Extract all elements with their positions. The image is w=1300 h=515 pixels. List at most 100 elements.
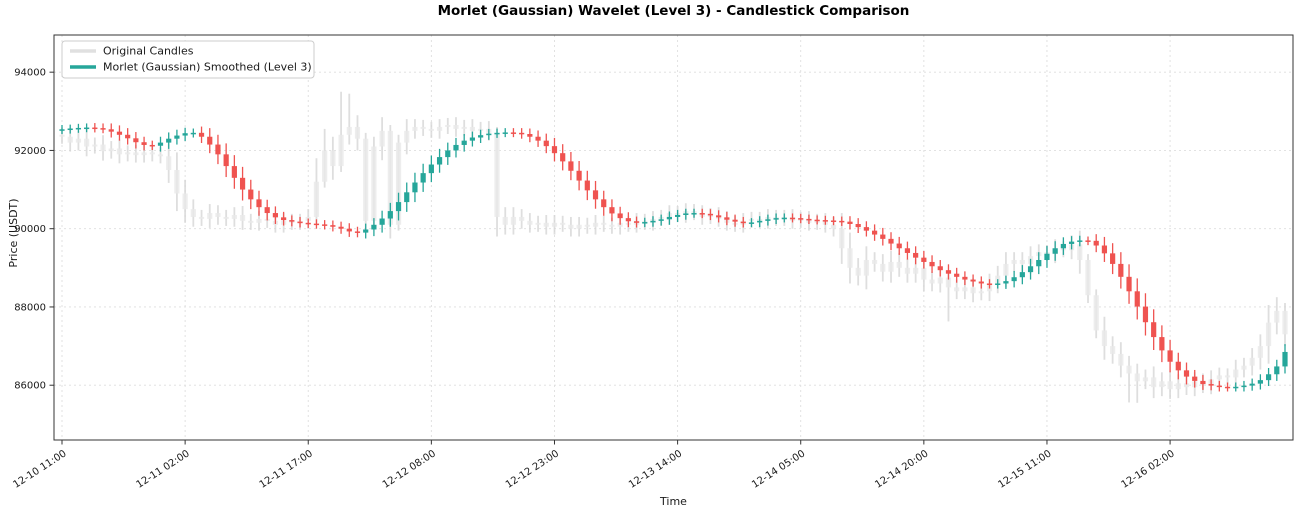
x-tick-label: 12-14 20:00: [873, 448, 930, 490]
candle: [921, 251, 927, 269]
candle: [986, 279, 993, 289]
candle: [871, 224, 878, 241]
candle: [707, 209, 714, 221]
candle: [822, 215, 828, 225]
candle: [133, 132, 139, 149]
candle: [166, 143, 172, 183]
candle-body: [1257, 380, 1263, 384]
candle: [1167, 339, 1173, 373]
candle-body: [1183, 370, 1190, 377]
candle-body: [461, 126, 467, 129]
candle-body: [116, 131, 123, 135]
candle-body: [765, 219, 771, 221]
candle: [371, 136, 377, 229]
candle-body: [510, 132, 517, 134]
candle-body: [1216, 375, 1222, 380]
y-tick-label: 90000: [14, 224, 46, 235]
candle-body: [494, 132, 500, 135]
candle-body: [338, 134, 344, 167]
candle: [1085, 236, 1091, 246]
candle: [904, 241, 911, 260]
candle: [1134, 278, 1140, 320]
smoothed-candles-series: [59, 123, 1288, 392]
candle: [1044, 245, 1050, 268]
candle-body: [1085, 240, 1091, 242]
candle-body: [519, 216, 525, 221]
candle: [789, 213, 796, 223]
candle: [601, 215, 607, 232]
candle-body: [1151, 322, 1157, 338]
candle: [633, 216, 640, 228]
candle-body: [871, 230, 878, 235]
candle-body: [1068, 241, 1075, 244]
candle-body: [1265, 374, 1272, 381]
candle: [289, 215, 295, 227]
candle-body: [297, 221, 303, 224]
candle-body: [166, 156, 172, 170]
candle-body: [1085, 260, 1091, 296]
candle: [888, 251, 894, 283]
candle-body: [1118, 263, 1124, 277]
candle-body: [141, 142, 147, 145]
candle: [371, 218, 377, 237]
candle-body: [412, 126, 418, 131]
candle: [625, 212, 631, 228]
candle: [798, 213, 804, 224]
candle-body: [428, 164, 434, 174]
candle-body: [1175, 361, 1181, 371]
candle: [125, 128, 131, 145]
candle-body: [59, 129, 65, 131]
candle: [100, 135, 106, 161]
candle-body: [84, 127, 90, 130]
x-axis-label: Time: [660, 495, 687, 508]
candle-body: [453, 144, 459, 151]
candle-body: [1060, 243, 1066, 249]
candle-body: [863, 227, 869, 231]
candle: [1142, 293, 1149, 336]
candle: [773, 213, 779, 224]
candle-body: [92, 127, 98, 130]
candle: [453, 137, 459, 158]
candle: [461, 134, 467, 152]
candle: [1126, 355, 1132, 403]
candle: [584, 217, 590, 234]
candle: [338, 91, 344, 172]
candle-body: [149, 144, 155, 147]
candle-body: [609, 207, 615, 214]
candle: [675, 209, 681, 223]
candle-body: [1044, 253, 1050, 260]
candle-body: [256, 199, 262, 208]
candle: [248, 179, 254, 210]
candle: [486, 128, 492, 140]
candle-body: [1011, 277, 1017, 282]
candle-body: [847, 221, 853, 224]
candle: [1118, 252, 1124, 289]
candle-body: [166, 138, 172, 143]
candle-body: [215, 144, 221, 155]
candle: [223, 143, 229, 178]
candle-body: [995, 283, 1001, 285]
candle-body: [379, 130, 385, 147]
candle-body: [913, 252, 919, 258]
candle: [954, 267, 960, 283]
candle: [847, 216, 853, 230]
candle: [412, 172, 418, 203]
candle-body: [855, 267, 861, 276]
candle-body: [1011, 260, 1017, 264]
candle-body: [822, 220, 828, 222]
candle-body: [461, 140, 467, 145]
candle: [510, 207, 517, 235]
candle-body: [1003, 263, 1009, 276]
candle: [1101, 316, 1108, 360]
candle-body: [149, 152, 155, 155]
candle: [880, 227, 886, 246]
candle: [839, 216, 845, 226]
candle-body: [412, 182, 418, 193]
candle-body: [248, 220, 254, 223]
candle-body: [830, 220, 837, 222]
candle-body: [683, 213, 689, 215]
candle: [1052, 241, 1058, 261]
candle: [174, 152, 180, 212]
x-tick-label: 12-12 23:00: [504, 448, 561, 490]
